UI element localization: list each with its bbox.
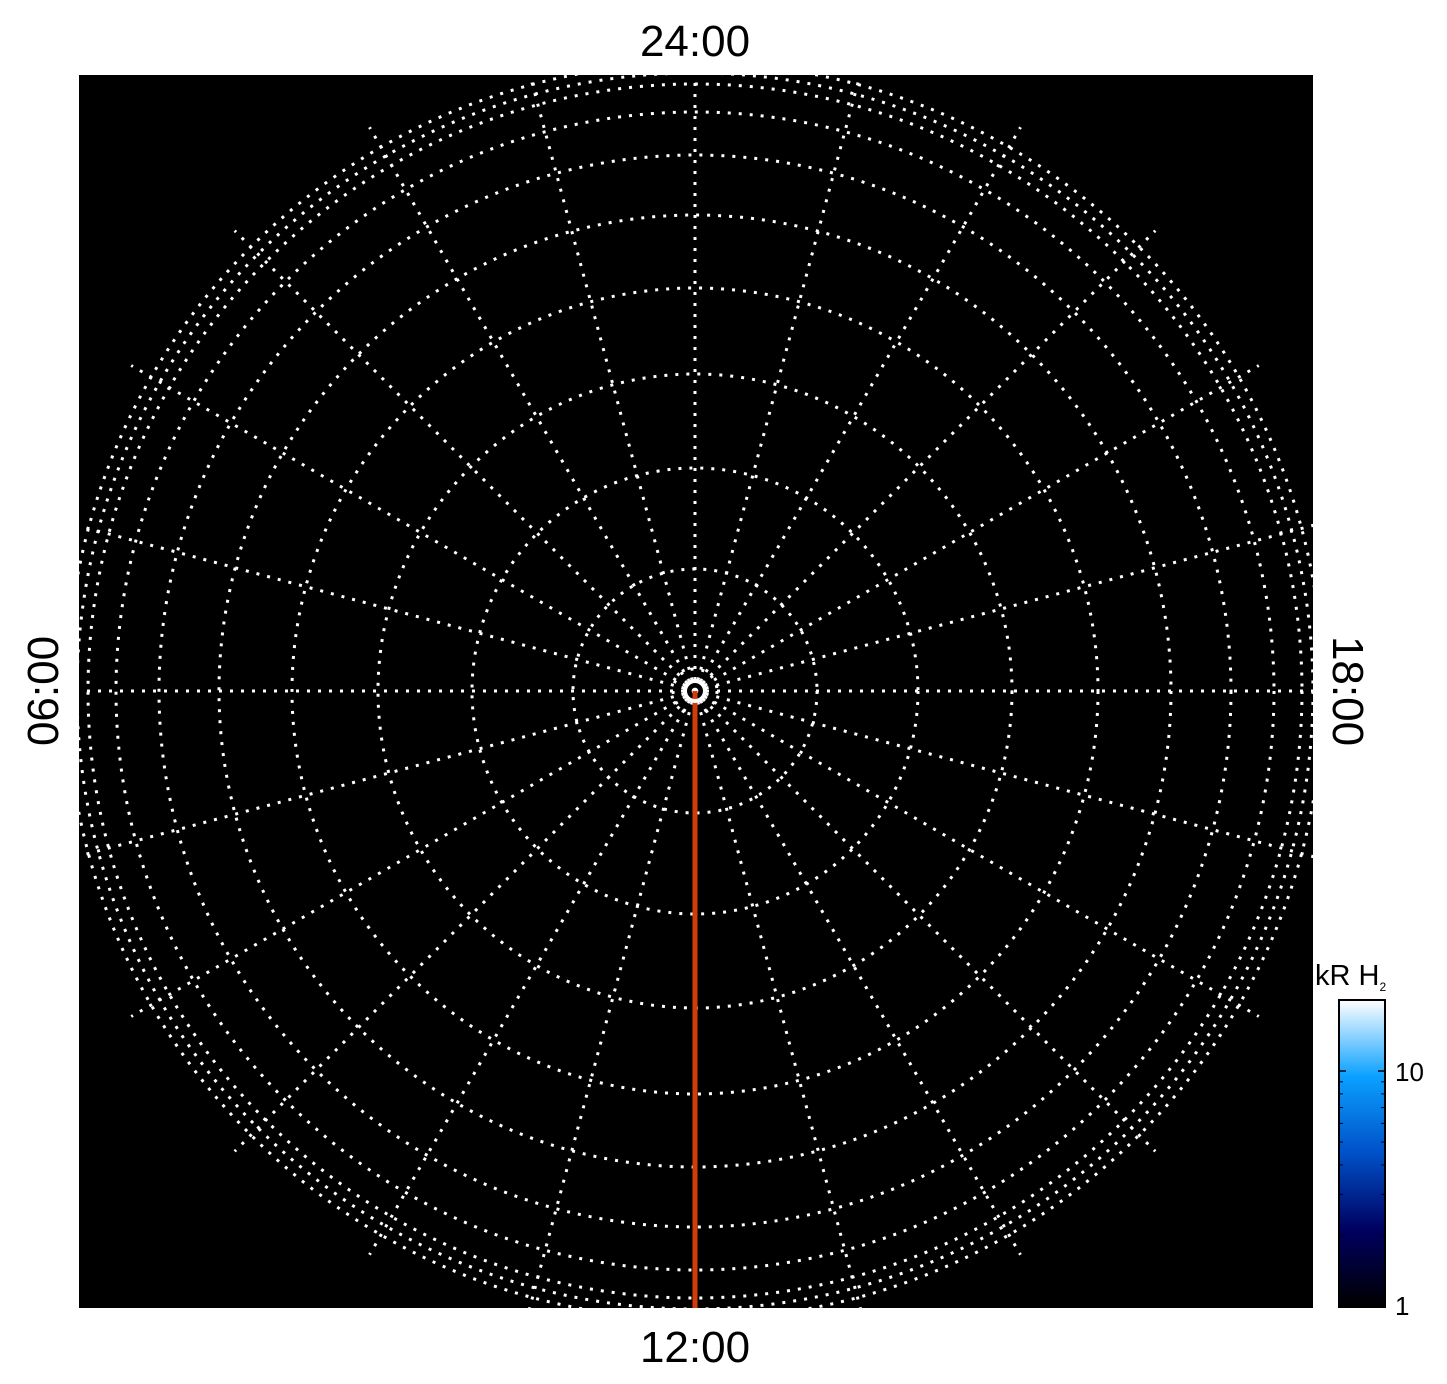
- colorbar-gradient: [1338, 999, 1386, 1308]
- label-right: 18:00: [1323, 636, 1372, 746]
- latitude-circle: [157, 153, 1233, 1229]
- colorbar: kR H2 1 10: [1315, 960, 1424, 1321]
- latitude-circle: [114, 110, 1276, 1272]
- colorbar-label: kR H2: [1315, 960, 1386, 994]
- label-bottom: 12:00: [640, 1323, 750, 1372]
- pole-marker: [683, 679, 707, 703]
- label-left: 06:00: [19, 636, 68, 746]
- label-top: 24:00: [640, 17, 750, 66]
- colorbar-tick-label: 10: [1395, 1057, 1424, 1087]
- colorbar-tick-label: 1: [1395, 1291, 1409, 1321]
- latitude-circle: [290, 286, 1100, 1096]
